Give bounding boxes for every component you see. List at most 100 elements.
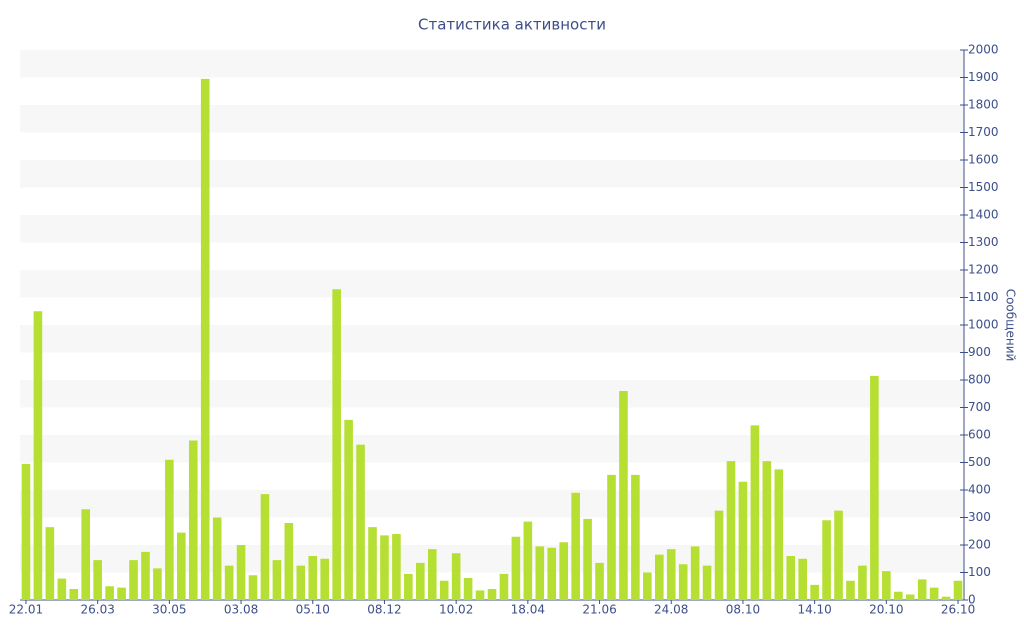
bar [21,463,31,600]
bar [356,444,365,600]
grid-band [20,105,964,133]
x-tick-label: 26.03 [80,603,114,617]
x-tick-label: 22.01 [9,603,43,617]
bar [607,474,616,600]
x-tick-label: 10.02 [439,603,473,617]
x-tick-label: 03.08 [224,603,258,617]
bar [200,78,210,600]
bar [439,580,449,600]
bar [726,461,736,600]
bar [45,527,55,600]
bar [905,594,915,600]
bar [260,494,270,600]
y-tick-label: 2000 [968,43,999,57]
bar [929,587,939,600]
x-tick-label: 21.06 [582,603,616,617]
x-tick-label: 30.05 [152,603,186,617]
bar [559,542,568,600]
bar [499,573,509,600]
y-tick-label: 1600 [968,153,999,167]
bar [583,518,592,600]
y-tick-label: 900 [968,345,991,359]
bar [475,590,485,600]
bar [953,580,963,600]
x-tick-label: 08.10 [726,603,760,617]
y-tick-label: 800 [968,373,991,387]
x-tick-label: 20.10 [869,603,903,617]
bar [93,560,102,600]
bar [332,289,341,600]
y-tick-label: 700 [968,400,991,414]
grid-band [20,435,964,463]
x-tick-label: 18.04 [511,603,545,617]
grid-band [20,215,964,243]
grid-band [20,380,964,408]
bar [177,532,186,600]
bar [893,591,903,600]
y-tick-label: 200 [968,538,991,552]
bar [595,562,604,600]
x-tick-label: 14.10 [797,603,831,617]
bar [822,520,831,600]
bar [69,589,79,600]
bar [248,575,258,600]
y-tick-label: 1700 [968,125,999,139]
bar [404,573,413,600]
x-tick-label: 05.10 [296,603,330,617]
y-tick-label: 300 [968,510,991,524]
y-tick-label: 0 [968,593,976,607]
bar [451,553,461,600]
bar [511,536,521,600]
y-tick-label: 1900 [968,70,999,84]
bar [487,589,497,600]
bar [798,558,807,600]
bar [368,527,377,600]
y-tick-label: 100 [968,565,991,579]
grid-band [20,270,964,298]
bar [870,375,879,600]
y-tick-label: 600 [968,428,991,442]
y-tick-label: 1400 [968,208,999,222]
bar [738,481,748,600]
bar [750,425,760,600]
bar [858,565,867,600]
bar [631,474,640,600]
bar [463,578,473,600]
bar [284,523,294,600]
bar [117,587,126,600]
x-tick-label: 26.10 [941,603,975,617]
bar [535,546,545,600]
bar [105,586,114,600]
bar [690,546,700,600]
y-tick-label: 400 [968,483,991,497]
bar [941,596,951,600]
y-axis-label: Сообщений [1004,289,1018,362]
bar [188,440,198,600]
bar [702,565,712,600]
bar [272,560,282,600]
y-tick-label: 1500 [968,180,999,194]
grid-band [20,160,964,188]
x-tick-label: 08.12 [367,603,401,617]
chart-title: Статистика активности [418,16,606,34]
bar [762,461,772,600]
bar [619,391,628,600]
x-tick-label: 24.08 [654,603,688,617]
grid-band [20,490,964,518]
bar [141,551,150,600]
grid-band [20,50,964,78]
bar [427,549,437,600]
bar [296,565,306,600]
y-tick-label: 1300 [968,235,999,249]
bar [392,534,401,600]
bar [917,579,927,600]
bar [846,580,855,600]
bar [57,578,67,600]
bar [786,556,796,600]
bar [774,469,784,600]
y-tick-label: 1800 [968,98,999,112]
bar [224,565,234,600]
y-tick-label: 500 [968,455,991,469]
bar [416,562,425,600]
